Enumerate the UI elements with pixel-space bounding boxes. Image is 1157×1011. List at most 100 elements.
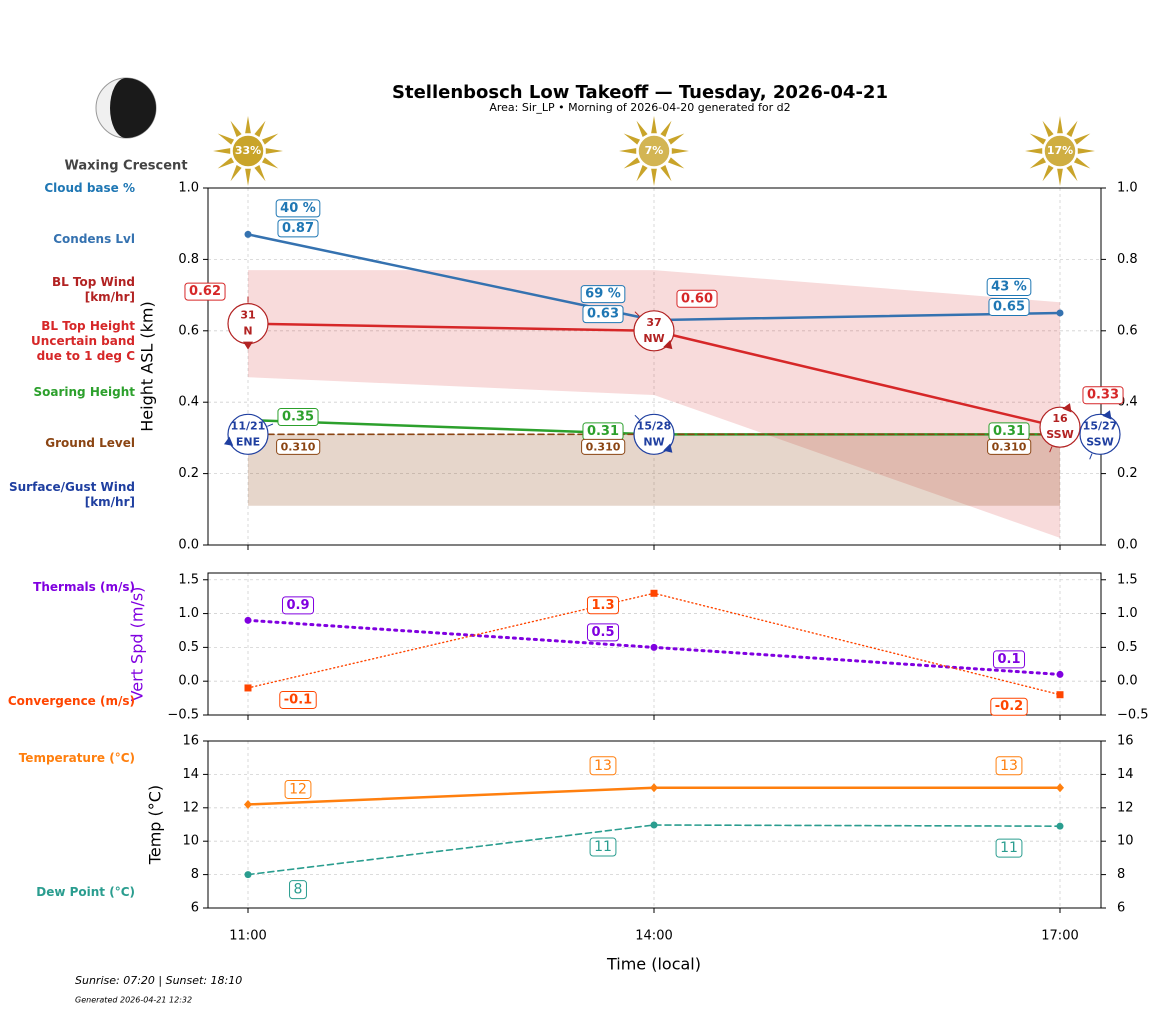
data-label-box [676, 289, 718, 308]
data-label-text: 0.63 [587, 307, 619, 322]
sun-ray [230, 120, 242, 138]
y-axis-label: Vert Spd (m/s) [128, 587, 147, 702]
y-tick-label-right: 12 [1117, 800, 1134, 815]
data-label: 8 [289, 880, 307, 900]
data-label-text: 8 [294, 882, 303, 898]
series-label: Soaring Height [33, 385, 136, 399]
data-label: 0.35 [277, 408, 319, 427]
data-label-text: 1.3 [591, 598, 614, 613]
data-label-text: 40 % [280, 201, 316, 216]
x-tick-label: 17:00 [1041, 929, 1078, 944]
series-label: BL Top Wind [km/hr] [51, 275, 135, 304]
series-label: BL Top Height Uncertain band due to 1 de… [31, 319, 135, 363]
data-label-box [277, 219, 319, 238]
data-label-text: -0.2 [995, 699, 1023, 714]
series-label: Surface/Gust Wind [km/hr] [9, 480, 135, 509]
data-label-box [284, 779, 312, 799]
y-tick-label: 0.0 [178, 674, 199, 689]
data-label: 0.63 [582, 305, 624, 324]
plot-frame [207, 187, 1102, 546]
sun-ray [667, 133, 685, 145]
data-label: 43 % [986, 277, 1032, 296]
data-label-text: 0.310 [281, 440, 316, 453]
y-tick-label-right: −0.5 [1117, 708, 1149, 723]
data-label: 13 [995, 756, 1023, 776]
sun-ray [217, 133, 235, 145]
y-tick-label: −0.5 [167, 708, 199, 723]
data-label: 1.3 [586, 596, 620, 615]
y-tick-label-right: 0.8 [1117, 252, 1138, 267]
y-tick-label-right: 0.5 [1117, 640, 1138, 655]
uncertainty-band [248, 270, 1060, 538]
data-label-box [582, 305, 624, 324]
moon-shadow [110, 78, 156, 138]
plot-frame [207, 740, 1102, 909]
sun-cover-label: 7% [645, 144, 664, 157]
sun-ray [1066, 120, 1078, 138]
y-tick-label: 1.5 [178, 572, 199, 587]
wind-tail [1049, 446, 1053, 453]
y-tick-label: 10 [182, 834, 199, 849]
data-label: 0.1 [992, 650, 1026, 669]
y-tick-label-right: 1.0 [1117, 181, 1138, 196]
data-label-box [277, 408, 319, 427]
sun-ray [1042, 120, 1054, 138]
sun-cover-label: 33% [235, 144, 261, 157]
sun-icon: 17% [1025, 116, 1095, 186]
data-label: -0.1 [279, 690, 317, 709]
sun-ray [213, 148, 231, 154]
y-tick-label-right: 10 [1117, 834, 1134, 849]
marker [1056, 822, 1064, 830]
data-label-text: 0.65 [993, 299, 1025, 314]
sun-ray [1077, 148, 1095, 154]
wind-circle [1039, 406, 1081, 448]
data-label-box [580, 285, 626, 304]
data-label: -0.2 [990, 697, 1028, 716]
data-label-text: 0.1 [997, 652, 1020, 667]
y-tick-label-right: 0.2 [1117, 466, 1138, 481]
data-label-text: 0.60 [681, 291, 713, 306]
wind-direction: SSW [1046, 428, 1073, 441]
sun-ray [1025, 148, 1043, 154]
y-tick-label-right: 1.0 [1117, 606, 1138, 621]
sun-ray [660, 164, 672, 182]
wind-direction: SSW [1086, 435, 1113, 448]
marker [650, 821, 658, 829]
marker [244, 871, 252, 879]
data-label-box [986, 277, 1032, 296]
data-label: 40 % [275, 199, 321, 218]
data-label-box [581, 438, 626, 455]
sun-ray [651, 168, 657, 186]
wind-circle [633, 413, 675, 455]
y-tick-label-right: 14 [1117, 767, 1134, 782]
sun-disc [231, 134, 265, 168]
data-label: 0.31 [582, 422, 624, 441]
sun-ray [623, 157, 641, 169]
wind-speed: 37 [646, 316, 661, 329]
wind-tail [1089, 453, 1093, 460]
data-label-box [281, 596, 315, 615]
marker [244, 230, 252, 238]
wind-tail [634, 311, 640, 317]
data-label-text: 0.62 [189, 284, 221, 299]
data-label-box [988, 297, 1030, 316]
data-label-text: 0.310 [586, 440, 621, 453]
ground-fill [248, 434, 1060, 506]
wind-circle [227, 413, 269, 455]
chart-subtitle: Area: Sir_LP • Morning of 2026-04-20 gen… [489, 101, 790, 114]
data-label: 0.62 [184, 282, 226, 301]
x-tick-label: 11:00 [229, 929, 266, 944]
y-tick-label: 1.0 [178, 606, 199, 621]
data-label-text: 0.9 [286, 598, 309, 613]
data-label-box [184, 282, 226, 301]
sun-ray [636, 164, 648, 182]
sun-ray [1042, 164, 1054, 182]
y-tick-label: 0.5 [178, 640, 199, 655]
data-label-box [1082, 386, 1124, 405]
data-label-box [279, 690, 317, 709]
data-label-box [586, 596, 620, 615]
data-label-text: -0.1 [284, 692, 312, 707]
plot-frame [207, 572, 1102, 716]
